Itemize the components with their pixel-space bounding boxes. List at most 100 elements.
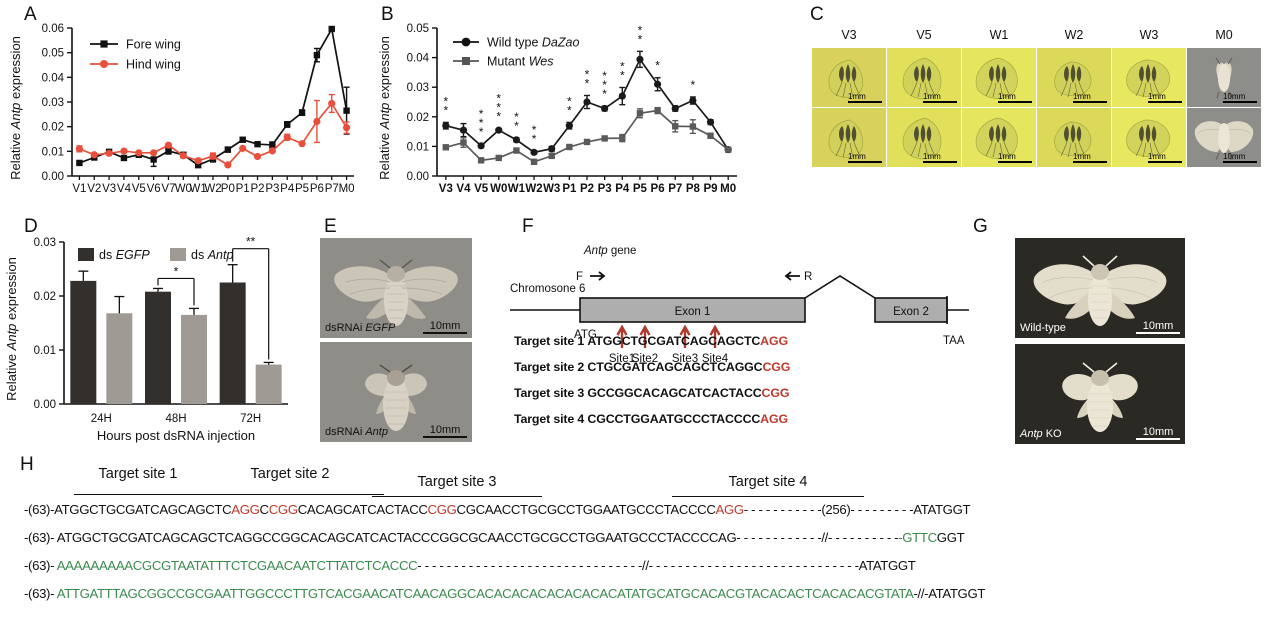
svg-text:V3: V3 <box>439 183 453 195</box>
panel-h-label: H <box>20 454 34 475</box>
svg-text:P7: P7 <box>668 183 682 195</box>
panel-c-label: C <box>810 4 824 25</box>
svg-text:*: * <box>602 78 607 92</box>
wing-image <box>1037 108 1111 167</box>
target-site-underline <box>672 496 864 497</box>
svg-text:72H: 72H <box>240 413 261 425</box>
svg-text:*: * <box>496 101 501 115</box>
panel-b: B 0.00 0.01 0.02 0.03 0.04 0.05 V3 V4 V5 W0 W1 W2 W3… <box>375 0 800 205</box>
panel-c-column-label: W3 <box>1139 28 1159 42</box>
svg-text:P5: P5 <box>295 183 309 195</box>
scale-bar: 10mm <box>1223 152 1257 163</box>
moth-antp-image <box>320 342 472 442</box>
svg-text:*: * <box>655 59 660 73</box>
svg-text:P2: P2 <box>250 183 264 195</box>
svg-text:M0: M0 <box>339 183 355 195</box>
svg-text:*: * <box>479 125 484 139</box>
target-site-underline <box>74 494 202 495</box>
svg-text:*: * <box>532 132 537 146</box>
svg-text:W2: W2 <box>204 183 221 195</box>
panel-c-wing-image: 1mm <box>962 48 1036 107</box>
panel-c-wing-image: 1mm <box>1037 108 1111 167</box>
scale-bar: 10mm <box>1136 320 1180 334</box>
panel-b-label: B <box>381 4 394 25</box>
svg-text:*: * <box>443 103 448 117</box>
scale-bar: 1mm <box>1073 92 1107 103</box>
photo-caption: dsRNAi EGFP <box>325 322 396 334</box>
scale-bar: 1mm <box>1073 152 1107 163</box>
moth-wildtype-image <box>1015 238 1185 338</box>
photo-wild-type-moth: Wild-type 10mm <box>1015 238 1185 338</box>
panel-c-wing-image: 10mm <box>1187 108 1261 167</box>
scale-bar: 1mm <box>998 92 1032 103</box>
svg-text:V5: V5 <box>474 183 489 195</box>
svg-text:W0: W0 <box>175 183 192 195</box>
panel-c-wing-image: 1mm <box>812 48 886 107</box>
sequence-row: -(63)-ATGGCTGCGATCAGCAGCTCAGGCCGGCACAGCA… <box>24 502 971 517</box>
site-label: Site2 <box>632 353 658 365</box>
svg-text:P4: P4 <box>280 183 295 195</box>
svg-text:0.02: 0.02 <box>34 291 56 303</box>
stop-codon-label: TAA <box>943 335 965 347</box>
svg-text:0.04: 0.04 <box>407 53 430 65</box>
photo-dsrnai-antp: dsRNAi Antp 10mm <box>320 342 472 442</box>
panel-e: E dsRNAi EGFP <box>320 212 505 447</box>
svg-text:P1: P1 <box>236 183 250 195</box>
target-site-label: Target site 2 <box>250 466 330 482</box>
svg-text:V6: V6 <box>147 183 161 195</box>
svg-text:0.02: 0.02 <box>42 122 64 134</box>
svg-text:P4: P4 <box>615 183 630 195</box>
primer-r-label: R <box>804 271 812 283</box>
svg-text:*: * <box>532 123 537 137</box>
panel-b-ylabel: Relative Antp expression <box>377 36 392 180</box>
target-site-underline <box>372 496 542 497</box>
svg-text:0.01: 0.01 <box>34 345 56 357</box>
panel-a-ylabel: Relative Antp expression <box>8 36 23 180</box>
scale-bar: 1mm <box>848 92 882 103</box>
panel-d-xlabel: Hours post dsRNA injection <box>97 428 255 443</box>
target-sequence-row: Target site 1 ATGGCTGCGATCAGCAGCTCAGG <box>514 334 788 348</box>
panel-c-column-label: M0 <box>1215 28 1233 42</box>
svg-text:Fore wing: Fore wing <box>126 38 181 52</box>
svg-text:0.05: 0.05 <box>407 23 429 35</box>
svg-text:0.01: 0.01 <box>42 146 64 158</box>
svg-text:*: * <box>514 119 519 133</box>
svg-text:*: * <box>602 87 607 101</box>
sequence-row: -(63)- ATGGCTGCGATCAGCAGCTCAGGCCGGCACAGC… <box>24 530 965 545</box>
panel-a: A 0.00 0.01 0.02 0.03 0.04 0.05 0.06 V1 V2 V3 V4 V5… <box>0 0 375 205</box>
svg-text:0.02: 0.02 <box>407 112 429 124</box>
svg-text:0.00: 0.00 <box>42 171 64 183</box>
wing-image <box>812 108 886 167</box>
svg-text:*: * <box>567 103 572 117</box>
svg-text:0.05: 0.05 <box>42 48 64 60</box>
panel-f-label: F <box>522 216 534 237</box>
site-label: Site3 <box>672 353 698 365</box>
scale-bar: 10mm <box>423 424 467 438</box>
svg-text:W2: W2 <box>525 183 542 195</box>
wing-image <box>962 48 1036 107</box>
photo-caption: Antp KO <box>1020 428 1062 440</box>
svg-text:*: * <box>496 110 501 124</box>
svg-text:P5: P5 <box>633 183 648 195</box>
svg-text:ds EGFP: ds EGFP <box>99 248 150 262</box>
svg-text:V5: V5 <box>132 183 146 195</box>
target-sequence-row: Target site 3 GCCGGCACAGCATCACTACCCGG <box>514 386 790 400</box>
panel-c-wing-image: 1mm <box>962 108 1036 167</box>
svg-text:Hind wing: Hind wing <box>126 58 181 72</box>
panel-c-column-label: V5 <box>916 28 932 42</box>
svg-text:0.00: 0.00 <box>34 399 56 411</box>
site-label: Site1 <box>609 353 635 365</box>
panel-c-column-label: W1 <box>989 28 1009 42</box>
svg-text:*: * <box>620 68 625 82</box>
chromosome-label: Chromosone 6 <box>510 283 585 295</box>
start-codon-label: ATG <box>574 329 597 341</box>
svg-text:*: * <box>602 69 607 83</box>
panel-c-column-label: V3 <box>841 28 857 42</box>
scale-bar: 10mm <box>1223 92 1257 103</box>
scale-bar: 1mm <box>998 152 1032 163</box>
svg-text:V2: V2 <box>87 183 101 195</box>
svg-text:0.03: 0.03 <box>42 97 64 109</box>
panel-c-wing-image: 10mm <box>1187 48 1261 107</box>
scale-bar: 1mm <box>848 152 882 163</box>
svg-text:0.01: 0.01 <box>407 141 429 153</box>
